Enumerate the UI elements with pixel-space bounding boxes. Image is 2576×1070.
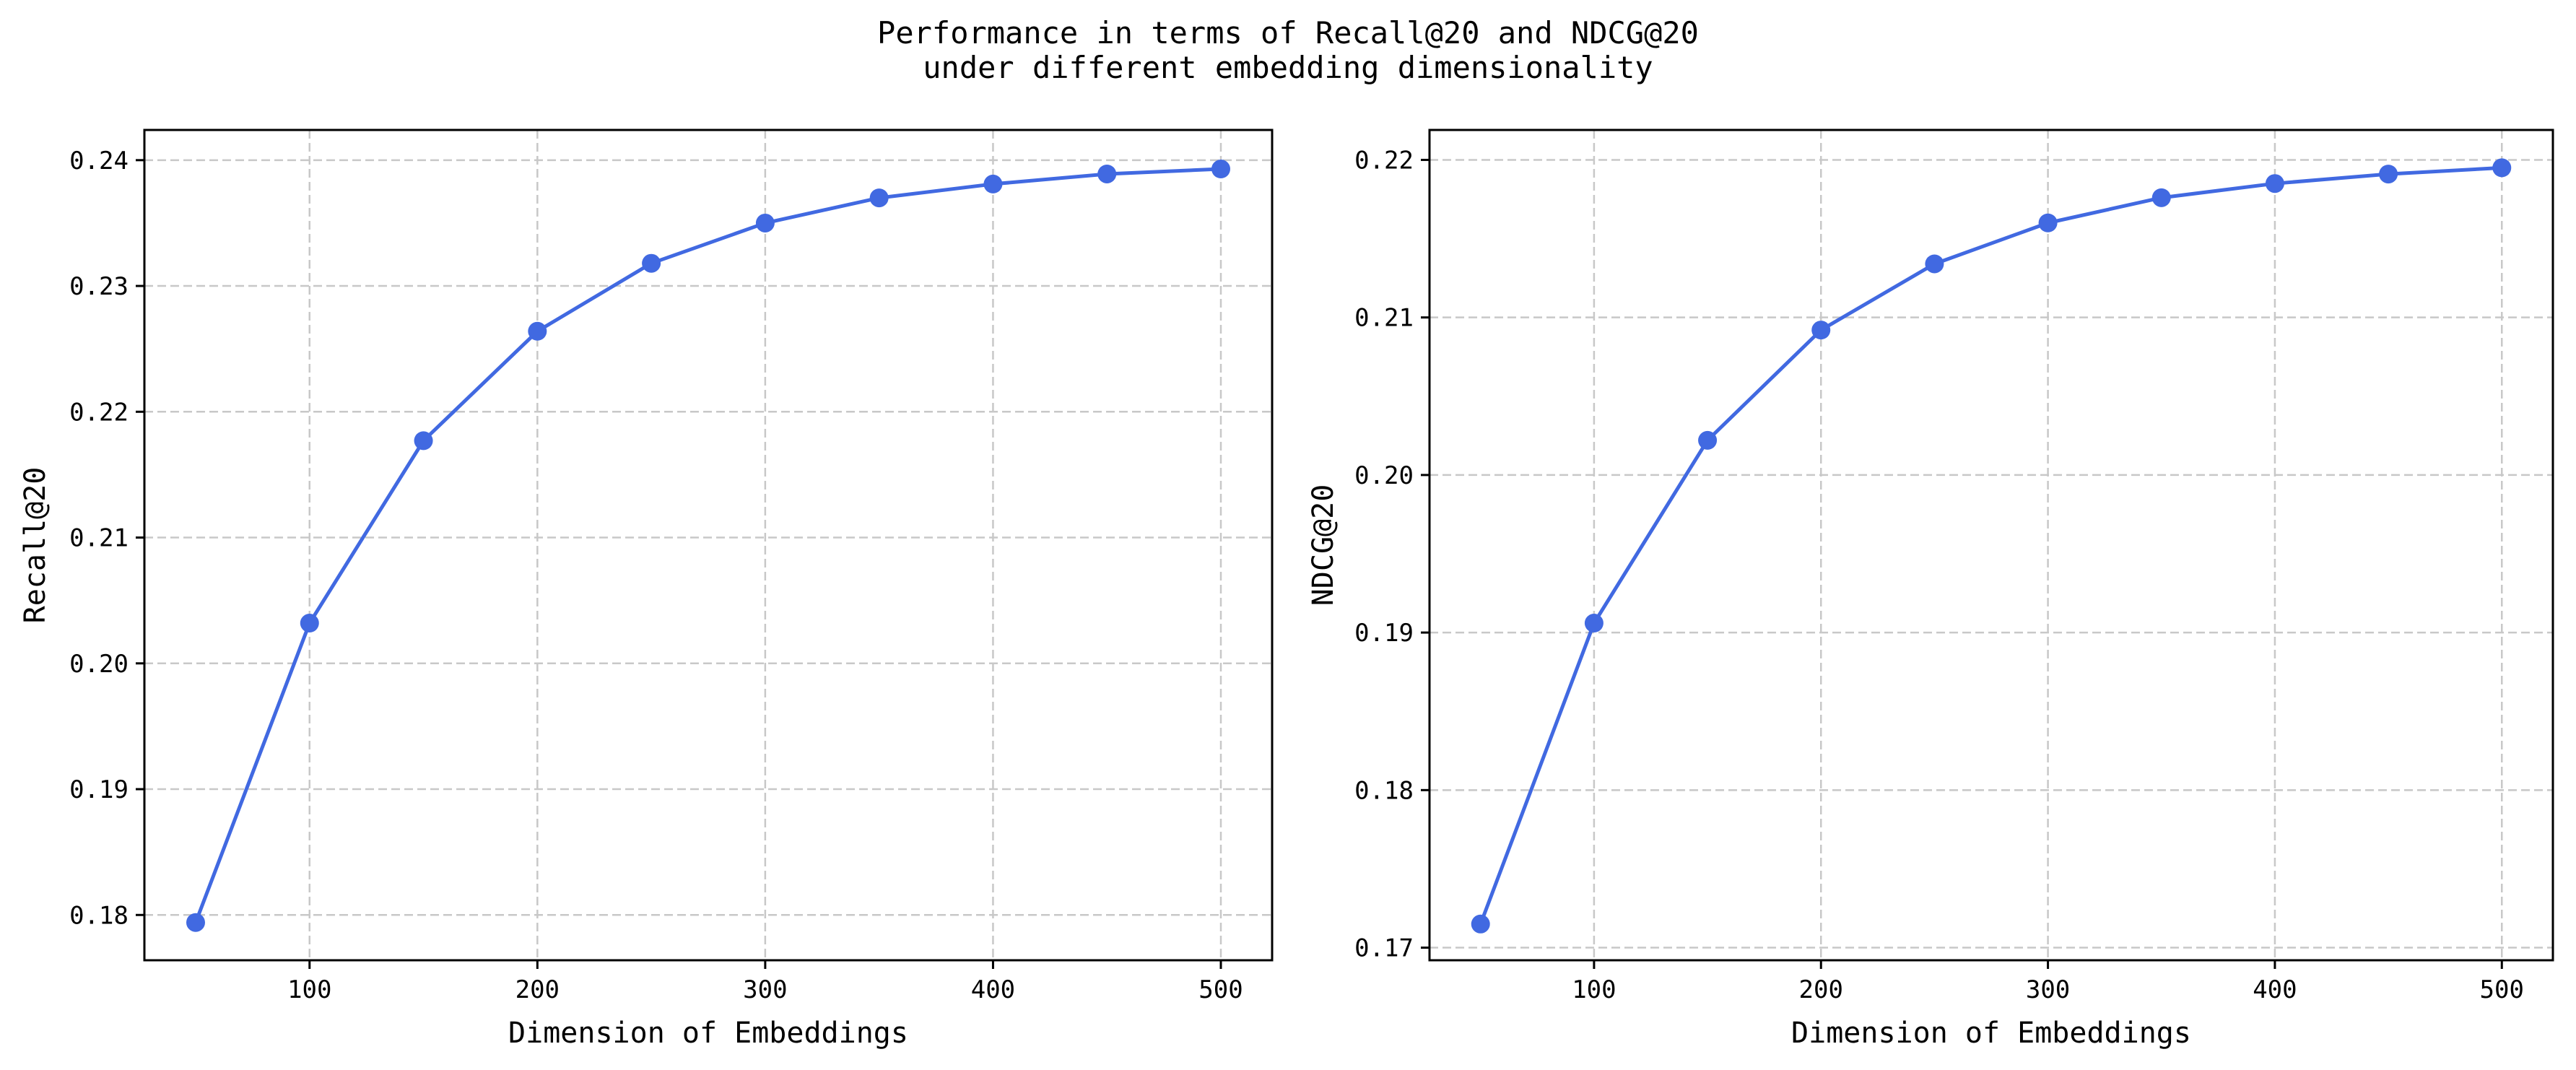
ndcg-x-tick-label: 400 [2253,975,2297,1004]
recall-x-axis-label: Dimension of Embeddings [508,1017,908,1050]
recall-data-point [1211,160,1230,179]
figure-title-line-1: Performance in terms of Recall@20 and ND… [877,15,1699,51]
recall-x-tick-label: 500 [1198,975,1243,1004]
recall-y-tick-label: 0.24 [69,147,129,175]
recall-y-tick-label: 0.22 [69,398,129,427]
recall-series-line [193,167,1222,923]
recall-x-tick-label: 300 [743,975,787,1004]
figure-title: Performance in terms of Recall@20 and ND… [0,16,2576,85]
ndcg-chart: 100 200 300 400 500 0.17 0.18 0.19 0.20 0.21 0.22 D… [1307,129,2554,1050]
ndcg-data-point [1471,914,1490,934]
ndcg-y-tick-label: 0.20 [1354,461,1414,490]
recall-y-tick-label: 0.20 [69,650,129,679]
ndcg-x-axis-label: Dimension of Embeddings [1791,1017,2191,1050]
recall-data-point [186,913,205,932]
recall-data-point [983,174,1003,193]
ndcg-data-point [1584,614,1604,633]
ndcg-x-tick-label: 300 [2026,975,2070,1004]
recall-data-point [755,213,775,232]
recall-y-tick-label: 0.19 [69,775,129,804]
ndcg-x-tick-label: 100 [1572,975,1616,1004]
recall-data-point [869,188,889,208]
ndcg-data-point [2492,158,2512,178]
recall-y-tick-label: 0.23 [69,272,129,301]
ndcg-plot-frame [1428,129,2554,962]
ndcg-data-point [2038,213,2058,232]
recall-x-tick-label: 100 [287,975,331,1004]
ndcg-data-point [2379,165,2398,184]
recall-data-point [642,253,661,273]
ndcg-y-tick-label: 0.21 [1354,304,1414,333]
ndcg-data-point [1698,430,1718,450]
ndcg-data-point [2151,188,2171,207]
recall-data-point [528,321,547,341]
ndcg-y-tick-label: 0.22 [1354,146,1414,175]
ndcg-x-tick-label: 500 [2480,975,2524,1004]
recall-y-tick-label: 0.18 [69,901,129,930]
recall-x-tick-label: 200 [515,975,560,1004]
recall-x-tick-label: 400 [971,975,1015,1004]
recall-data-point [1097,164,1117,183]
ndcg-y-tick-label: 0.19 [1354,619,1414,648]
figure-title-line-2: under different embedding dimensionality [923,50,1653,85]
ndcg-y-tick-label: 0.18 [1354,776,1414,805]
recall-y-tick-label: 0.21 [69,524,129,553]
ndcg-x-tick-label: 200 [1799,975,1843,1004]
ndcg-y-axis-label: NDCG@20 [1307,484,1340,606]
recall-y-axis-label: Recall@20 [19,467,52,624]
recall-plot-frame [143,129,1274,962]
recall-chart: 100 200 300 400 500 0.18 0.19 0.20 0.21 0.22 0.23 0… [19,129,1274,1050]
ndcg-y-tick-label: 0.17 [1354,934,1414,963]
ndcg-data-point [1811,321,1831,340]
ndcg-data-point [1925,254,1944,274]
recall-data-point [414,431,433,451]
ndcg-series-line [1479,165,2502,925]
ndcg-data-point [2265,174,2284,193]
recall-data-point [300,614,319,633]
